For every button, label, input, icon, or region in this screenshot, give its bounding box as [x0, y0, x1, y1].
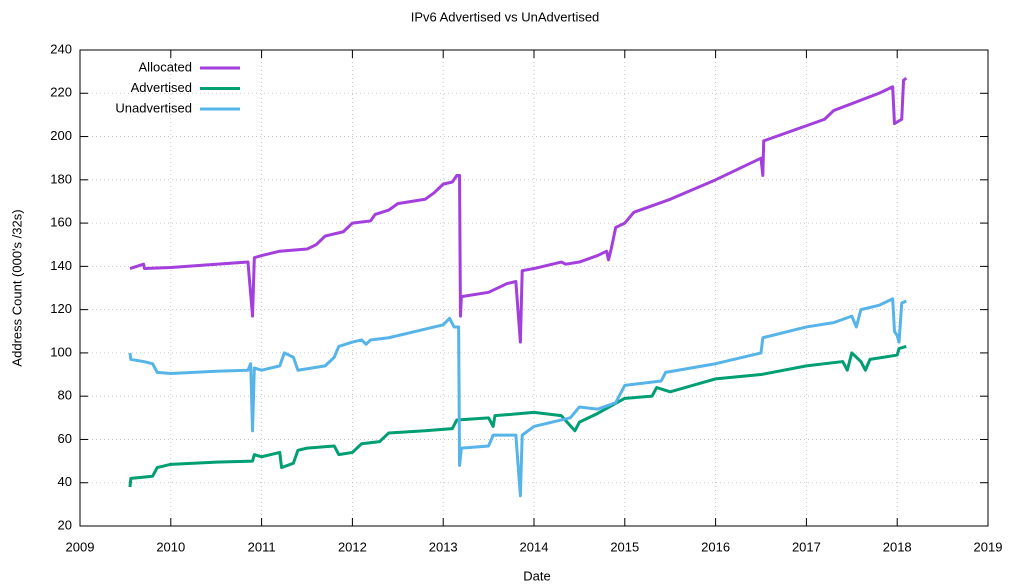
- x-tick-label: 2015: [610, 539, 639, 554]
- legend-label: Unadvertised: [115, 100, 192, 115]
- x-tick-label: 2010: [156, 539, 185, 554]
- y-tick-label: 240: [50, 41, 72, 56]
- x-tick-label: 2012: [338, 539, 367, 554]
- x-tick-label: 2019: [974, 539, 1003, 554]
- y-tick-label: 140: [50, 258, 72, 273]
- y-tick-label: 20: [58, 517, 72, 532]
- x-axis-label: Date: [523, 568, 550, 583]
- series-line: [128, 297, 907, 498]
- y-tick-label: 180: [50, 171, 72, 186]
- y-tick-label: 80: [58, 388, 72, 403]
- y-tick-label: 120: [50, 301, 72, 316]
- x-tick-label: 2016: [701, 539, 730, 554]
- chart-title: IPv6 Advertised vs UnAdvertised: [411, 9, 600, 24]
- x-tick-label: 2017: [792, 539, 821, 554]
- y-tick-label: 40: [58, 474, 72, 489]
- y-tick-label: 220: [50, 85, 72, 100]
- y-axis-label: Address Count (000's /32s): [9, 209, 24, 366]
- series-line: [128, 344, 907, 488]
- x-tick-label: 2014: [520, 539, 549, 554]
- x-tick-label: 2013: [429, 539, 458, 554]
- y-tick-label: 200: [50, 128, 72, 143]
- legend-label: Advertised: [131, 80, 192, 95]
- y-tick-label: 60: [58, 431, 72, 446]
- y-tick-label: 160: [50, 215, 72, 230]
- legend-label: Allocated: [139, 59, 192, 74]
- x-tick-label: 2009: [66, 539, 95, 554]
- plot-frame: [79, 49, 989, 527]
- x-tick-label: 2018: [883, 539, 912, 554]
- x-tick-label: 2011: [248, 539, 276, 554]
- y-tick-label: 100: [50, 344, 72, 359]
- series-line: [129, 76, 908, 344]
